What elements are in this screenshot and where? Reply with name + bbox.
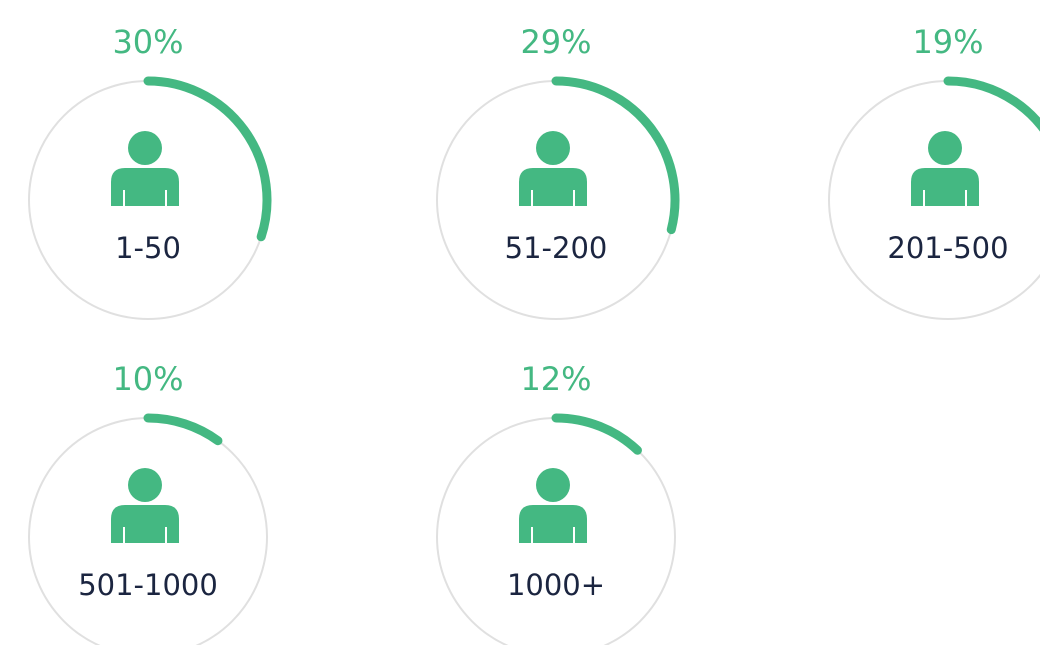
gauge: 29% 51-200	[436, 23, 680, 320]
value-label: 10%	[112, 360, 183, 398]
gauge-arc	[551, 413, 642, 455]
value-label: 29%	[520, 23, 591, 61]
category-label: 501-1000	[78, 568, 218, 602]
icon-head	[128, 131, 162, 165]
gauge-arc	[143, 76, 272, 242]
gauge: 30% 1-50	[28, 23, 272, 320]
icon-body	[111, 505, 179, 543]
icon-head	[928, 131, 962, 165]
category-label: 51-200	[505, 231, 608, 265]
gauge-arc	[143, 413, 223, 446]
icon-body	[911, 168, 979, 206]
category-label: 1-50	[115, 231, 181, 265]
category-label: 1000+	[507, 568, 605, 602]
value-label: 12%	[520, 360, 591, 398]
gauge: 10% 501-1000	[28, 360, 268, 645]
icon-body	[519, 168, 587, 206]
icon-body	[111, 168, 179, 206]
gauge: 19% 201-500	[828, 23, 1040, 320]
icon-head	[128, 468, 162, 502]
gauge-arc	[551, 76, 680, 235]
gauge-arc	[943, 76, 1040, 132]
icon-head	[536, 131, 570, 165]
gauge: 12% 1000+	[436, 360, 676, 645]
icon-body	[519, 505, 587, 543]
category-label: 201-500	[887, 231, 1008, 265]
value-label: 19%	[912, 23, 983, 61]
icon-head	[536, 468, 570, 502]
value-label: 30%	[112, 23, 183, 61]
